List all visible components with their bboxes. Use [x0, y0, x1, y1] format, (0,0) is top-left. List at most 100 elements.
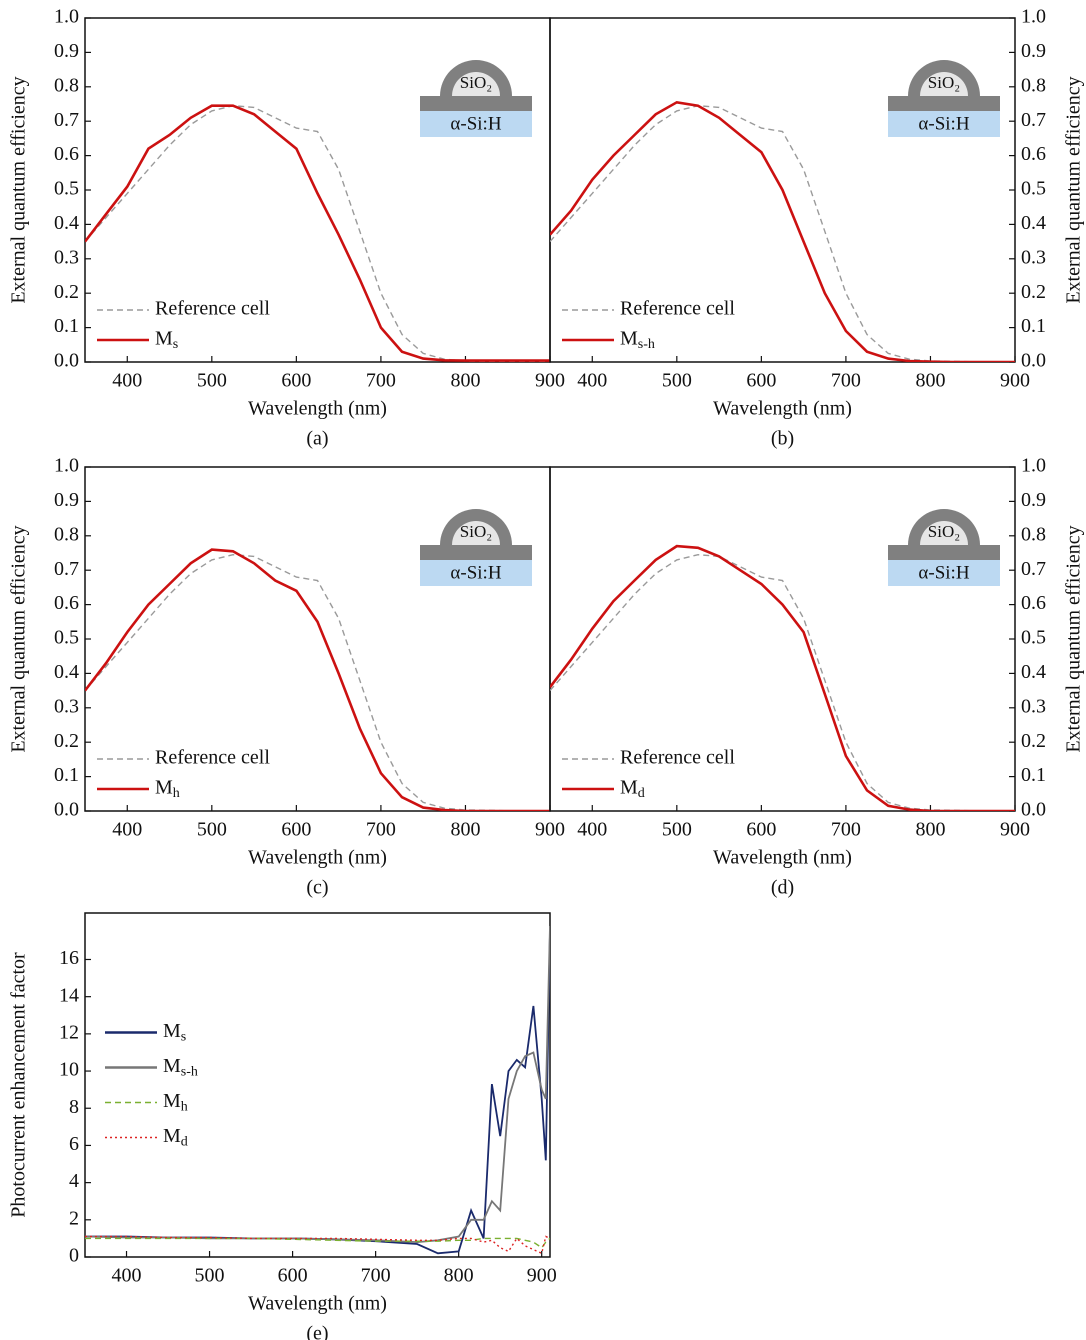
y-tick-label: 0.1	[54, 315, 79, 337]
y-tick-label: 0.1	[54, 764, 79, 786]
legend-label: Ms	[163, 1020, 186, 1045]
plot-frame	[549, 17, 1016, 363]
x-tick-label: 600	[746, 370, 776, 392]
y-axis-title: Photocurrent enhancement factor	[8, 952, 30, 1218]
y-tick-label: 1.0	[54, 6, 79, 28]
x-tick-label: 900	[1000, 819, 1030, 841]
inset-substrate	[888, 111, 1000, 137]
x-tick-label: 800	[915, 819, 945, 841]
x-tick-label: 400	[112, 1265, 142, 1287]
x-axis-title: Wavelength (nm)	[248, 847, 387, 869]
series-line	[85, 925, 550, 1244]
y-tick-label: 0.0	[54, 350, 79, 372]
y-tick-label: 0.5	[1021, 627, 1046, 649]
inset-bottom-label: α-Si:H	[450, 562, 501, 583]
series-line	[85, 104, 550, 362]
y-tick-label: 8	[69, 1096, 79, 1118]
y-tick-label: 14	[59, 984, 79, 1006]
inset-substrate	[888, 560, 1000, 586]
legend-label: Mh	[163, 1090, 188, 1115]
legend-label: Reference cell	[155, 298, 270, 320]
x-tick-label: 700	[366, 819, 396, 841]
series-line	[85, 553, 550, 811]
x-axis-title: Wavelength (nm)	[713, 847, 852, 869]
inset: SiO₂ α-Si:H	[888, 60, 1000, 137]
inset-core	[452, 521, 500, 545]
y-tick-label: 1.0	[54, 455, 79, 477]
y-tick-label: 0.1	[1021, 315, 1046, 337]
y-tick-label: 0.2	[1021, 281, 1046, 303]
inset-core	[920, 72, 968, 96]
inset-substrate	[420, 560, 532, 586]
y-tick-label: 1.0	[1021, 6, 1046, 28]
y-tick-label: 0.0	[1021, 799, 1046, 821]
series-line	[550, 544, 1015, 811]
x-tick-label: 400	[112, 370, 142, 392]
y-tick-label: 0.7	[54, 109, 79, 131]
x-tick-label: 900	[1000, 370, 1030, 392]
y-axis-title: External quantum efficiency	[8, 76, 30, 303]
caption: (d)	[771, 877, 794, 899]
inset-bottom-label: α-Si:H	[918, 113, 969, 134]
x-tick-label: 700	[366, 370, 396, 392]
y-tick-label: 0.3	[54, 695, 79, 717]
y-tick-label: 0.0	[1021, 350, 1046, 372]
y-tick-label: 0.5	[54, 627, 79, 649]
x-tick-label: 400	[112, 819, 142, 841]
legend-label: Ms-h	[163, 1055, 198, 1080]
y-tick-label: 0.4	[54, 661, 79, 683]
x-tick-label: 500	[197, 819, 227, 841]
plot-frame	[84, 912, 551, 1258]
y-tick-label: 0	[69, 1245, 79, 1267]
y-tick-label: 2	[69, 1207, 79, 1229]
y-tick-label: 0.2	[1021, 730, 1046, 752]
y-tick-label: 0.2	[54, 281, 79, 303]
series-line	[85, 931, 550, 1255]
x-tick-label: 700	[831, 819, 861, 841]
y-tick-label: 0.4	[1021, 212, 1046, 234]
x-tick-label: 600	[746, 819, 776, 841]
y-tick-label: 0.8	[1021, 74, 1046, 96]
y-tick-label: 0.0	[54, 799, 79, 821]
inset-top-label: SiO₂	[460, 522, 492, 541]
series-line	[550, 553, 1015, 811]
x-tick-label: 500	[197, 370, 227, 392]
inset-bottom-label: α-Si:H	[450, 113, 501, 134]
y-tick-label: 0.5	[1021, 178, 1046, 200]
x-tick-label: 900	[535, 370, 565, 392]
x-axis-title: Wavelength (nm)	[248, 398, 387, 420]
legend-label: Md	[163, 1125, 188, 1150]
x-tick-label: 800	[915, 370, 945, 392]
legend-label: Reference cell	[620, 747, 735, 769]
series-line	[550, 104, 1015, 362]
x-tick-label: 400	[577, 819, 607, 841]
plot-frame	[549, 466, 1016, 812]
x-tick-label: 500	[195, 1265, 225, 1287]
legend-label: Reference cell	[155, 747, 270, 769]
inset-shell-layer	[888, 545, 1000, 560]
inset-bottom-label: α-Si:H	[918, 562, 969, 583]
x-tick-label: 600	[278, 1265, 308, 1287]
inset-shell-layer	[420, 96, 532, 111]
x-tick-label: 900	[535, 819, 565, 841]
y-tick-label: 0.7	[54, 558, 79, 580]
x-tick-label: 800	[444, 1265, 474, 1287]
x-tick-label: 400	[577, 370, 607, 392]
y-tick-label: 0.8	[54, 523, 79, 545]
x-tick-label: 700	[361, 1265, 391, 1287]
y-tick-label: 0.4	[1021, 661, 1046, 683]
y-tick-label: 0.6	[54, 143, 79, 165]
caption: (e)	[306, 1323, 328, 1340]
inset-shell-layer	[888, 96, 1000, 111]
y-tick-label: 0.9	[54, 489, 79, 511]
series-line	[85, 1235, 550, 1255]
series-line	[85, 548, 550, 811]
series-line	[85, 1237, 550, 1249]
y-tick-label: 1.0	[1021, 455, 1046, 477]
y-tick-label: 0.8	[1021, 523, 1046, 545]
y-tick-label: 0.6	[1021, 143, 1046, 165]
x-tick-label: 800	[450, 819, 480, 841]
inset-core	[920, 521, 968, 545]
y-tick-label: 12	[59, 1021, 79, 1043]
